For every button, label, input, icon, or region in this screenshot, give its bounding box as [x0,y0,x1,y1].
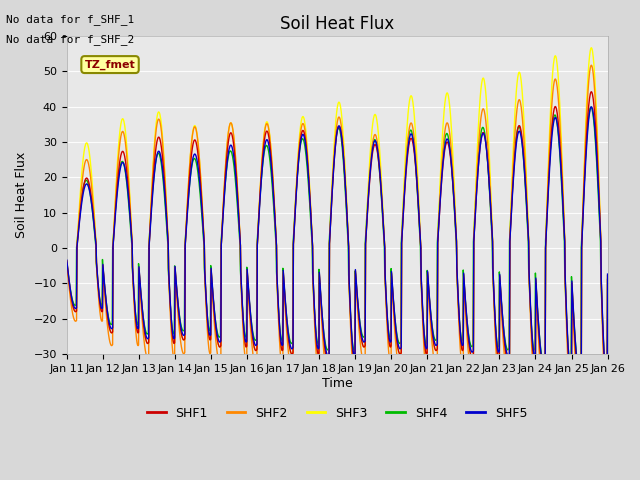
Text: No data for f_SHF_2: No data for f_SHF_2 [6,34,134,45]
Text: TZ_fmet: TZ_fmet [84,60,136,70]
Text: No data for f_SHF_1: No data for f_SHF_1 [6,14,134,25]
Title: Soil Heat Flux: Soil Heat Flux [280,15,394,33]
Y-axis label: Soil Heat Flux: Soil Heat Flux [15,152,28,238]
X-axis label: Time: Time [322,377,353,390]
Legend: SHF1, SHF2, SHF3, SHF4, SHF5: SHF1, SHF2, SHF3, SHF4, SHF5 [142,402,532,425]
